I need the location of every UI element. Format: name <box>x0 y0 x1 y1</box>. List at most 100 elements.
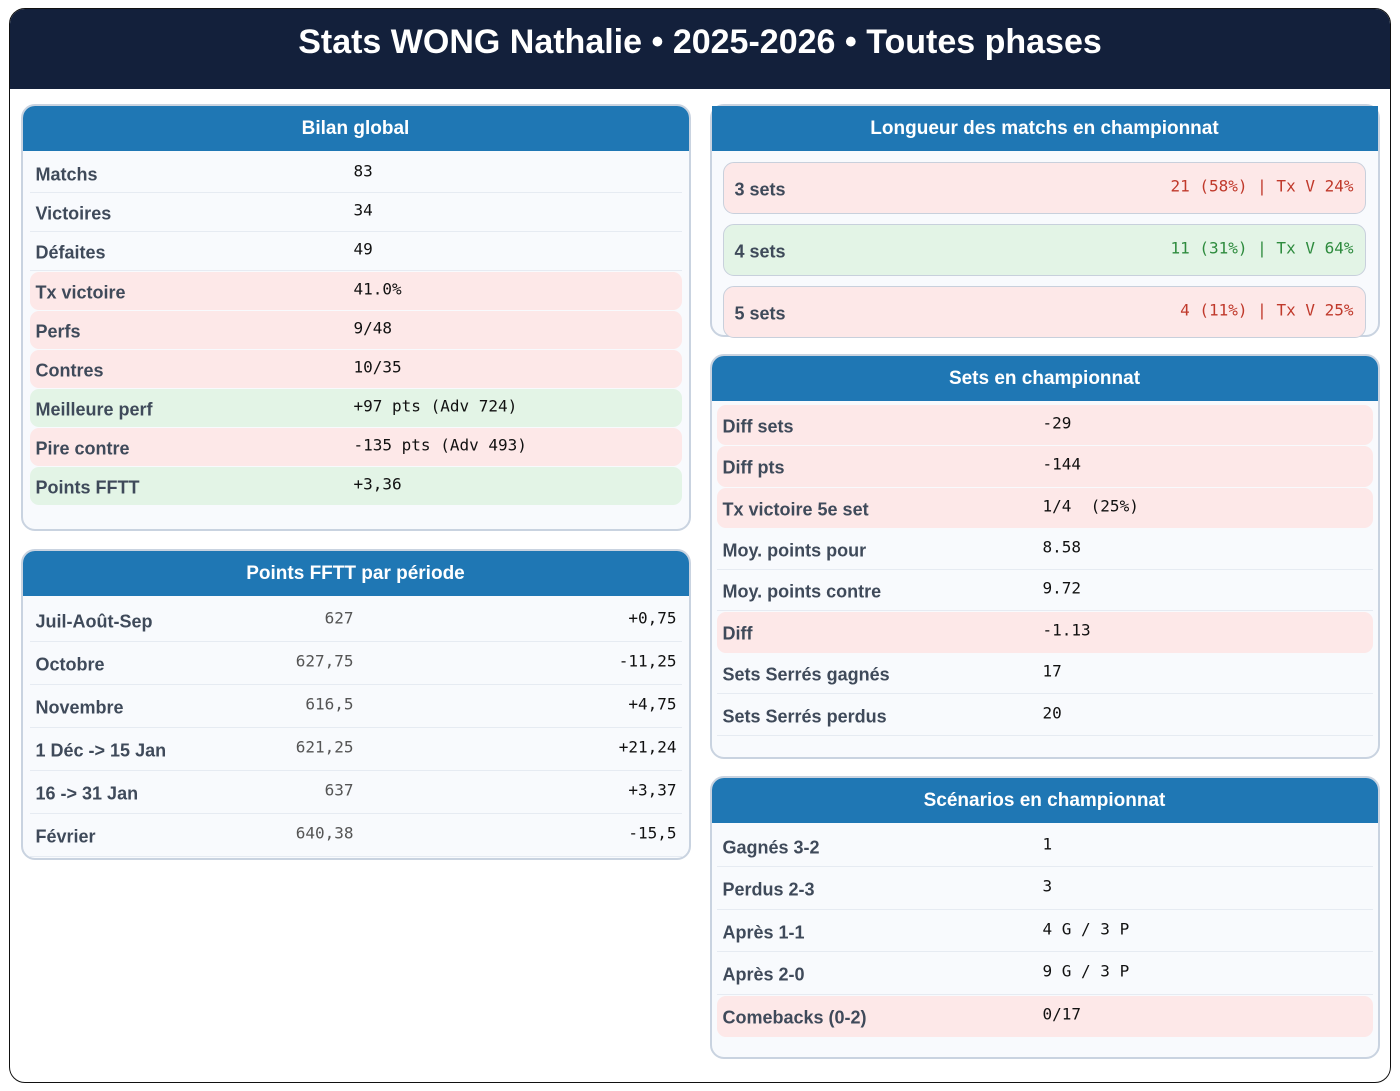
period-label: Octobre <box>35 654 105 675</box>
stat-value: +97 pts (Adv 724) <box>353 396 518 416</box>
panel-title: Bilan global <box>22 105 689 151</box>
stat-label: Matchs <box>35 164 98 185</box>
stat-label: Pire contre <box>35 438 130 459</box>
stat-row: Victoires 34 <box>29 194 682 232</box>
panel-title: Longueur des matchs en championnat <box>711 105 1378 151</box>
length-value: 4 (11%) | Tx V 25% <box>1180 300 1354 320</box>
stat-row: Diff pts -144 <box>716 446 1373 487</box>
period-row: Juil-Août-Sep 627 +0,75 <box>29 600 682 642</box>
stat-label: Défaites <box>35 242 106 263</box>
stat-row: Perfs 9/48 <box>29 310 682 349</box>
stat-label: Sets Serrés gagnés <box>722 664 890 685</box>
stat-value: -135 pts (Adv 493) <box>353 435 527 455</box>
length-label: 5 sets <box>734 303 786 324</box>
stat-row: Tx victoire 5e set 1/4 (25%) <box>716 487 1373 528</box>
stat-value: 1 <box>1042 834 1053 854</box>
stat-value: 8.58 <box>1042 537 1082 557</box>
stat-row: Contres 10/35 <box>29 349 682 388</box>
period-label: Février <box>35 826 96 847</box>
period-delta: -15,5 <box>628 823 677 843</box>
length-label: 4 sets <box>734 241 786 262</box>
panel: Longueur des matchs en championnat 3 sets… <box>709 103 1380 338</box>
panel: Sets en championnat Diff sets -29 Diff pts -… <box>709 353 1380 759</box>
stat-value: 10/35 <box>353 357 402 377</box>
panel-title: Sets en championnat <box>711 355 1378 401</box>
length-item: 4 sets 11 (31%) | Tx V 64% <box>722 223 1366 276</box>
stat-value: 17 <box>1042 661 1062 681</box>
stat-value: 9 G / 3 P <box>1042 961 1130 981</box>
period-row: Novembre 616,5 +4,75 <box>29 686 682 728</box>
stat-label: Tx victoire 5e set <box>722 499 869 520</box>
period-points: 637 <box>324 780 354 800</box>
stat-label: Comebacks (0-2) <box>722 1007 867 1028</box>
stat-row: Points FFTT +3,36 <box>29 466 682 505</box>
panel-title: Scénarios en championnat <box>711 777 1378 823</box>
stat-value: 9/48 <box>353 318 393 338</box>
stat-value: 34 <box>353 200 373 220</box>
period-points: 627,75 <box>295 651 354 671</box>
period-row: Octobre 627,75 -11,25 <box>29 643 682 685</box>
stat-label: Victoires <box>35 203 112 224</box>
stat-label: Diff <box>722 623 753 644</box>
period-delta: -11,25 <box>618 651 677 671</box>
stat-label: Après 2-0 <box>722 964 805 985</box>
stat-label: Perfs <box>35 321 81 342</box>
stat-label: Gagnés 3-2 <box>722 837 820 858</box>
stat-value: -1.13 <box>1042 620 1091 640</box>
stat-label: Tx victoire <box>35 282 126 303</box>
stat-value: 83 <box>353 161 373 181</box>
period-label: Juil-Août-Sep <box>35 611 153 632</box>
stat-row: Après 1-1 4 G / 3 P <box>716 911 1373 952</box>
period-row: 1 Déc -> 15 Jan 621,25 +21,24 <box>29 729 682 771</box>
period-label: Novembre <box>35 697 124 718</box>
period-delta: +3,37 <box>628 780 677 800</box>
period-delta: +21,24 <box>618 737 677 757</box>
stat-label: Après 1-1 <box>722 922 805 943</box>
page-title: Stats WONG Nathalie • 2025-2026 • Toutes… <box>10 9 1390 89</box>
stat-row: Perdus 2-3 3 <box>716 868 1373 910</box>
period-points: 616,5 <box>305 694 354 714</box>
stat-row: Comebacks (0-2) 0/17 <box>716 995 1373 1037</box>
period-label: 16 -> 31 Jan <box>35 783 139 804</box>
stat-label: Perdus 2-3 <box>722 879 815 900</box>
stat-row: Sets Serrés gagnés 17 <box>716 654 1373 694</box>
stat-label: Sets Serrés perdus <box>722 706 887 727</box>
period-delta: +0,75 <box>628 608 677 628</box>
period-points: 627 <box>324 608 354 628</box>
stat-row: Sets Serrés perdus 20 <box>716 695 1373 736</box>
period-row: Février 640,38 -15,5 <box>29 815 682 857</box>
stat-value: -144 <box>1042 454 1082 474</box>
stat-row: Pire contre -135 pts (Adv 493) <box>29 427 682 466</box>
stat-row: Après 2-0 9 G / 3 P <box>716 953 1373 995</box>
stat-value: 0/17 <box>1042 1004 1082 1024</box>
panel: Points FFTT par période Juil-Août-Sep 627 +… <box>20 548 691 860</box>
period-points: 640,38 <box>295 823 354 843</box>
length-value: 21 (58%) | Tx V 24% <box>1170 176 1354 196</box>
panel: Scénarios en championnat Gagnés 3-2 1 Perdu… <box>709 775 1380 1059</box>
period-label: 1 Déc -> 15 Jan <box>35 740 167 761</box>
length-value: 11 (31%) | Tx V 64% <box>1170 238 1354 258</box>
stat-value: 20 <box>1042 703 1062 723</box>
stat-value: +3,36 <box>353 474 402 494</box>
stat-label: Points FFTT <box>35 477 140 498</box>
stat-value: 41.0% <box>353 279 402 299</box>
stat-row: Tx victoire 41.0% <box>29 271 682 310</box>
period-row: 16 -> 31 Jan 637 +3,37 <box>29 772 682 814</box>
stat-row: Meilleure perf +97 pts (Adv 724) <box>29 388 682 427</box>
stat-row: Matchs 83 <box>29 155 682 193</box>
stat-value: 1/4 (25%) <box>1042 496 1139 516</box>
stat-value: -29 <box>1042 413 1072 433</box>
stat-label: Diff pts <box>722 457 785 478</box>
stat-row: Diff -1.13 <box>716 612 1373 653</box>
stat-row: Moy. points contre 9.72 <box>716 571 1373 611</box>
panel: Bilan global Matchs 83 Victoires 34 Défaites 4… <box>20 103 691 531</box>
period-delta: +4,75 <box>628 694 677 714</box>
stat-row: Moy. points pour 8.58 <box>716 529 1373 570</box>
stat-label: Meilleure perf <box>35 399 153 420</box>
stat-row: Diff sets -29 <box>716 404 1373 445</box>
stat-label: Moy. points pour <box>722 540 867 561</box>
stat-value: 9.72 <box>1042 578 1082 598</box>
period-points: 621,25 <box>295 737 354 757</box>
length-item: 3 sets 21 (58%) | Tx V 24% <box>722 161 1366 214</box>
stat-label: Diff sets <box>722 416 794 437</box>
